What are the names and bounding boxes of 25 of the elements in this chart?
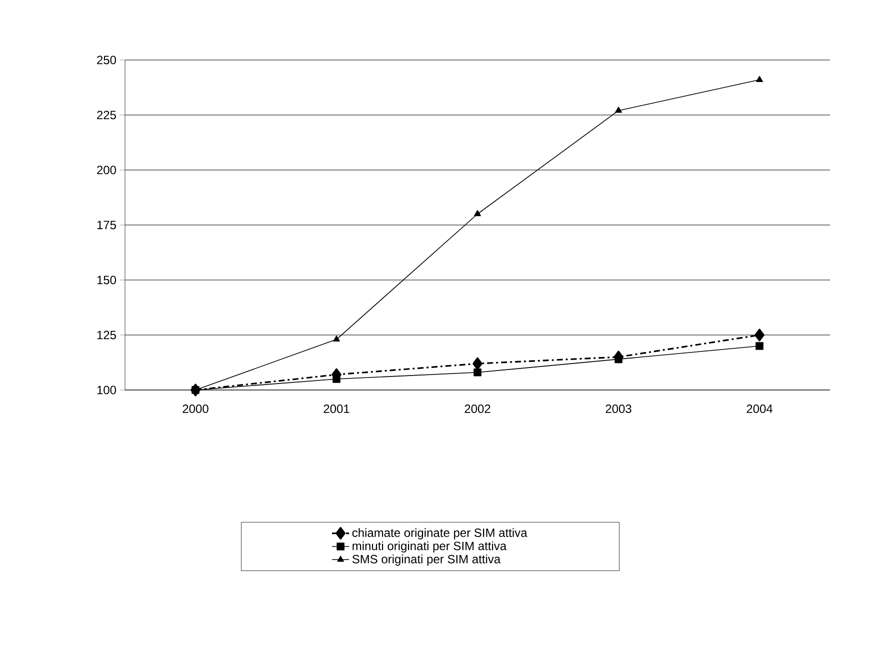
y-tick-label: 125 bbox=[97, 330, 116, 340]
x-tick-label: 2002 bbox=[464, 404, 490, 414]
x-tick-label: 2001 bbox=[324, 404, 350, 414]
point bbox=[615, 106, 622, 113]
point bbox=[756, 342, 764, 350]
point bbox=[474, 368, 482, 376]
y-tick-label: 200 bbox=[97, 166, 116, 174]
point bbox=[756, 76, 763, 82]
point bbox=[472, 357, 482, 370]
point bbox=[474, 210, 481, 216]
point bbox=[614, 355, 622, 364]
y-tick-label: 250 bbox=[97, 56, 116, 64]
legend-label: minuti originati per SIM attiva bbox=[352, 541, 507, 553]
point bbox=[754, 328, 764, 342]
point bbox=[332, 375, 340, 383]
x-tick-label: 2004 bbox=[746, 404, 773, 414]
x-tick-label: 2003 bbox=[606, 404, 632, 414]
y-tick-label: 175 bbox=[97, 220, 116, 230]
y-tick-label: 150 bbox=[97, 276, 116, 284]
y-tick-label: 100 bbox=[97, 386, 116, 394]
legend-label: SMS originati per SIM attiva bbox=[352, 554, 501, 566]
point bbox=[333, 336, 340, 342]
legend-label: chiamate originate per SIM attiva bbox=[352, 528, 528, 540]
x-tick-label: 2000 bbox=[182, 404, 208, 414]
y-tick-label: 225 bbox=[97, 110, 116, 120]
